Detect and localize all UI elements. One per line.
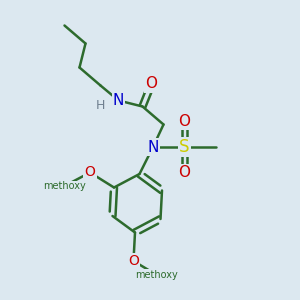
Text: O: O	[178, 114, 190, 129]
Text: O: O	[178, 165, 190, 180]
Text: N: N	[113, 93, 124, 108]
Text: O: O	[128, 254, 139, 268]
Text: S: S	[179, 138, 190, 156]
Text: O: O	[85, 166, 95, 179]
Text: methoxy: methoxy	[43, 181, 86, 191]
Text: O: O	[146, 76, 158, 92]
Text: N: N	[147, 140, 159, 154]
Text: H: H	[96, 99, 105, 112]
Text: methoxy: methoxy	[135, 269, 177, 280]
